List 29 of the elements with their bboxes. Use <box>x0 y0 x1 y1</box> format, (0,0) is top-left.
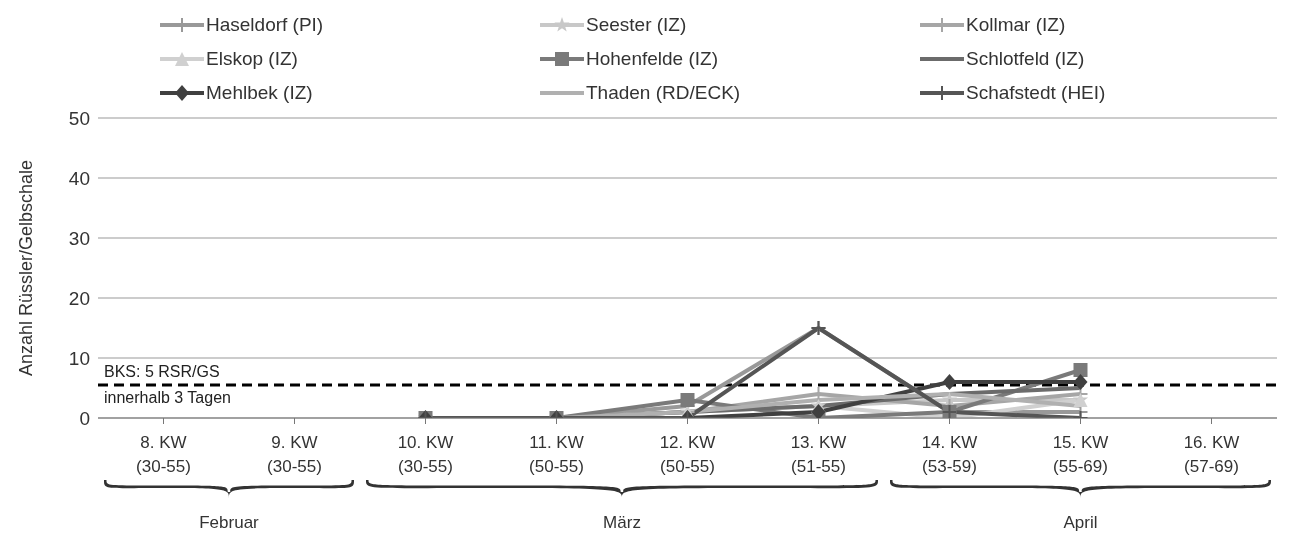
x-tick-label: 14. KW (53-59) <box>921 433 978 476</box>
x-tick-label: 8. KW (30-55) <box>136 433 191 476</box>
ref-line-label: BKS: 5 RSR/GS innerhalb 3 Tagen <box>104 363 231 406</box>
legend-label: Seester (IZ) <box>586 14 687 36</box>
x-tick-label: 15. KW (55-69) <box>1052 433 1109 476</box>
text: Februar <box>199 513 260 532</box>
y-axis-title: Anzahl Rüssler/Gelbschale <box>16 159 37 377</box>
legend-label: Kollmar (IZ) <box>966 14 1066 36</box>
x-tick-label: 11. KW (50-55) <box>529 433 584 476</box>
legend-label: Haseldorf (PI) <box>206 14 324 36</box>
text: März <box>603 513 641 532</box>
x-tick-label: 9. KW (30-55) <box>267 433 322 476</box>
legend-label: Elskop (IZ) <box>206 48 298 70</box>
y-tick-label: 20 <box>68 287 90 309</box>
x-tick-label: 16. KW (57-69) <box>1183 433 1240 476</box>
y-tick-label: 10 <box>68 347 90 369</box>
legend-label: Schlotfeld (IZ) <box>966 48 1085 70</box>
legend-label: Hohenfelde (IZ) <box>586 48 719 70</box>
y-tick-label: 30 <box>68 227 90 249</box>
text: April <box>1063 513 1098 532</box>
legend-label: Mehlbek (IZ) <box>206 82 313 104</box>
x-tick-label: 10. KW (30-55) <box>397 433 454 476</box>
legend-label: Thaden (RD/ECK) <box>586 82 741 104</box>
y-tick-label: 0 <box>79 407 90 429</box>
x-tick-label: 12. KW (50-55) <box>659 433 716 476</box>
y-tick-label: 50 <box>68 107 90 129</box>
legend-label: Schafstedt (HEI) <box>966 82 1106 104</box>
x-tick-label: 13. KW (51-55) <box>790 433 847 476</box>
y-tick-label: 40 <box>68 167 90 189</box>
